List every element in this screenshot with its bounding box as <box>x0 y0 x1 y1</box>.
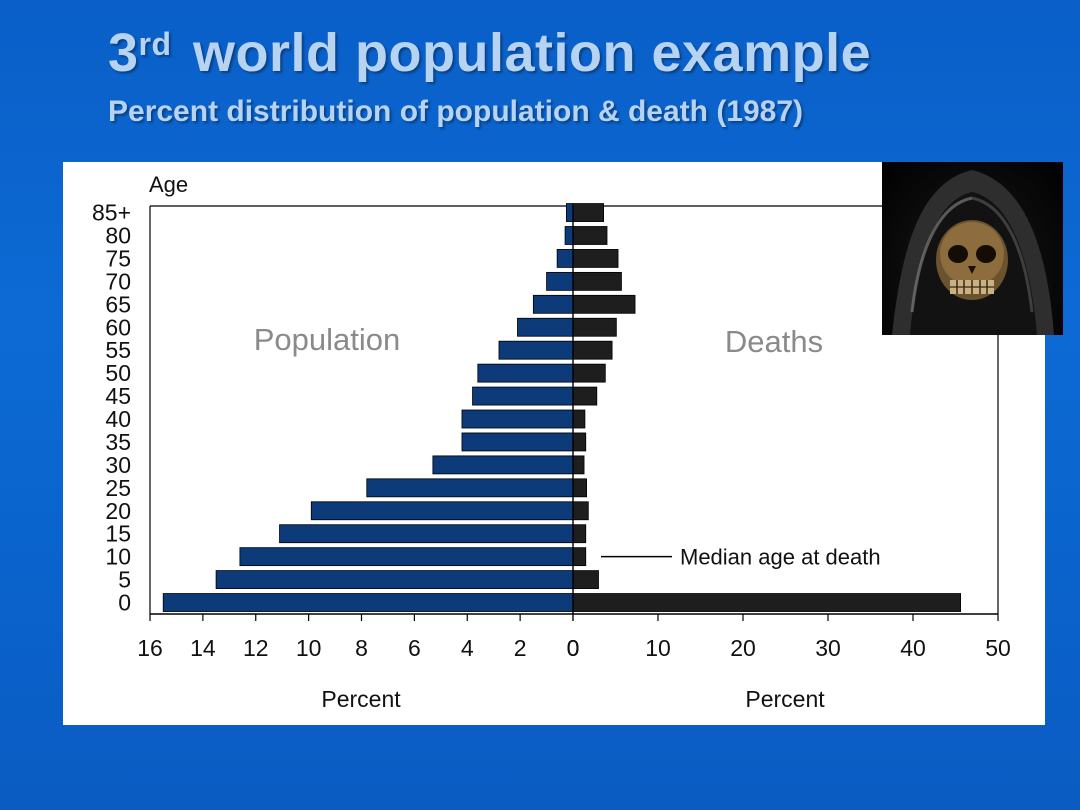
population-bar <box>461 409 574 429</box>
population-tick-label: 6 <box>408 635 421 661</box>
deaths-bar <box>572 249 619 268</box>
population-bar <box>498 340 574 360</box>
deaths-bar <box>572 294 636 314</box>
age-tick-label: 85+ <box>92 200 131 226</box>
deaths-bar <box>572 455 585 475</box>
age-tick-label: 65 <box>105 291 131 317</box>
title-number: 3 <box>108 23 139 83</box>
age-tick-label: 20 <box>105 498 131 524</box>
age-tick-label: 55 <box>105 337 131 363</box>
population-bar <box>279 524 574 544</box>
age-tick-label: 30 <box>105 452 131 478</box>
age-tick-label: 75 <box>105 245 131 271</box>
y-axis-label: Age <box>149 172 188 197</box>
population-bar <box>432 455 574 475</box>
slide-subtitle: Percent distribution of population & dea… <box>108 95 804 128</box>
age-tick-label: 35 <box>105 429 131 455</box>
population-tick-label: 16 <box>137 635 163 661</box>
age-tick-label: 25 <box>105 475 131 501</box>
age-tick-label: 10 <box>105 544 131 570</box>
age-tick-label: 80 <box>105 222 131 248</box>
population-bar <box>532 294 574 314</box>
deaths-tick-label: 30 <box>815 635 841 661</box>
population-x-label: Percent <box>321 686 401 712</box>
deaths-series-label: Deaths <box>725 324 823 359</box>
deaths-bar <box>572 501 589 521</box>
population-bar <box>556 249 574 268</box>
chart-svg: Age0510152025303540455055606570758085+16… <box>92 172 1011 712</box>
population-tick-label: 8 <box>355 635 368 661</box>
population-bar <box>215 570 574 589</box>
deaths-tick-label: 0 <box>567 635 580 661</box>
population-tick-label: 10 <box>296 635 322 661</box>
deaths-bar <box>572 409 586 429</box>
age-tick-label: 5 <box>118 567 131 593</box>
deaths-bar <box>572 317 617 337</box>
deaths-tick-label: 50 <box>985 635 1011 661</box>
age-tick-label: 60 <box>105 314 131 340</box>
deaths-bar <box>572 593 962 612</box>
population-tick-label: 0 <box>567 635 580 661</box>
deaths-bar <box>572 386 598 406</box>
population-bar <box>366 478 574 498</box>
deaths-bar <box>572 432 587 452</box>
deaths-bar <box>572 570 599 589</box>
grim-reaper-skull-icon <box>892 170 1054 335</box>
age-tick-label: 40 <box>105 406 131 432</box>
deaths-bar <box>572 226 608 245</box>
population-bar <box>477 363 574 383</box>
population-tick-label: 4 <box>461 635 474 661</box>
deaths-bar <box>572 340 613 360</box>
population-death-chart: Age 0 5 10 15 20 25 30 35 40 45 50 55 60 65 70 75 80 85+ 16… <box>63 162 1045 725</box>
age-tick-label: 50 <box>105 360 131 386</box>
population-bar <box>310 501 574 521</box>
population-bar <box>239 547 574 567</box>
grim-reaper-image <box>882 162 1063 335</box>
deaths-x-label: Percent <box>745 686 825 712</box>
age-tick-label: 70 <box>105 268 131 294</box>
slide-title: 3rd world population example <box>108 22 871 84</box>
population-tick-label: 14 <box>190 635 216 661</box>
title-text: world population example <box>177 23 872 83</box>
population-bar <box>472 386 574 406</box>
deaths-tick-label: 10 <box>645 635 671 661</box>
population-tick-label: 12 <box>243 635 269 661</box>
age-tick-label: 0 <box>118 590 131 616</box>
deaths-bar <box>572 271 622 291</box>
title-superscript: rd <box>138 26 172 62</box>
deaths-bar <box>572 363 606 383</box>
population-bar <box>546 271 574 291</box>
deaths-tick-label: 40 <box>900 635 926 661</box>
population-tick-label: 2 <box>514 635 527 661</box>
population-bar <box>564 226 574 245</box>
median-annotation-label: Median age at death <box>680 545 881 570</box>
deaths-bar <box>572 547 587 567</box>
age-tick-label: 15 <box>105 521 131 547</box>
deaths-bar <box>572 203 605 222</box>
age-tick-label: 45 <box>105 383 131 409</box>
population-bar <box>517 317 574 337</box>
population-series-label: Population <box>254 322 401 357</box>
population-bar <box>565 203 574 222</box>
deaths-tick-label: 20 <box>730 635 756 661</box>
population-bar <box>461 432 574 452</box>
deaths-bar <box>572 478 588 498</box>
population-bar <box>162 593 574 612</box>
deaths-bar <box>572 524 587 544</box>
